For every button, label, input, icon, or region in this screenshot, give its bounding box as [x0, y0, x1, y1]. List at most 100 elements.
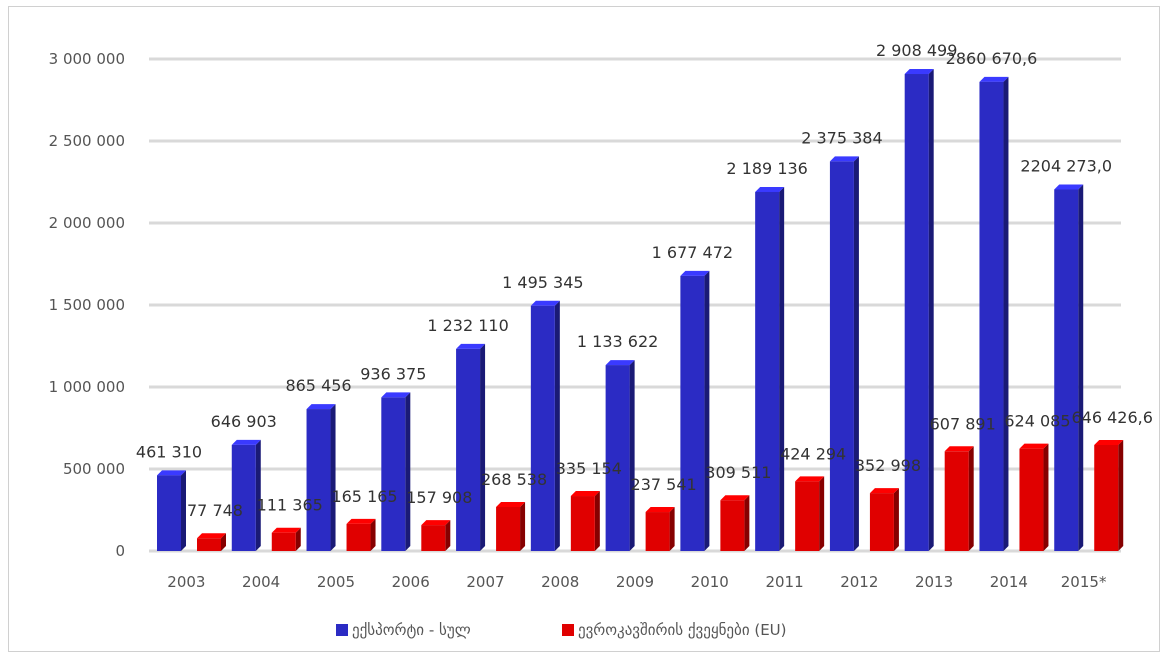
data-label: 624 085 — [1004, 412, 1070, 431]
x-tick-label: 2010 — [691, 573, 729, 591]
bar-side — [554, 300, 560, 551]
bar-total-export — [829, 161, 854, 552]
bar-total-export — [605, 365, 630, 551]
bar-side — [779, 186, 785, 551]
data-label: 646 903 — [211, 412, 277, 431]
y-tick-label: 0 — [115, 542, 125, 560]
data-label: 309 511 — [705, 463, 771, 482]
data-label: 865 456 — [285, 376, 351, 395]
data-label: 335 154 — [556, 459, 622, 478]
data-label: 424 294 — [780, 444, 846, 463]
bar-total-export — [979, 81, 1004, 551]
data-label: 237 541 — [631, 475, 697, 494]
x-tick-label: 2015* — [1061, 573, 1107, 591]
bar-top — [456, 343, 486, 349]
bar-side — [405, 392, 411, 551]
data-label: 352 998 — [855, 456, 921, 475]
bar-eu-export — [496, 506, 521, 551]
x-tick-label: 2012 — [840, 573, 878, 591]
bar-side — [520, 501, 526, 551]
bar-top — [271, 527, 301, 533]
bar-total-export — [456, 348, 481, 551]
legend: ექსპორტი - სულ ევროკავშირის ქვეყნები (EU) — [336, 621, 787, 639]
bar-total-export — [755, 191, 780, 551]
bar-eu-export — [1094, 444, 1119, 551]
bar-total-export — [1054, 189, 1079, 552]
data-label: 646 426,6 — [1072, 408, 1153, 427]
data-label: 607 891 — [930, 414, 996, 433]
bar-top — [904, 69, 934, 75]
bar-top — [421, 520, 451, 526]
x-axis-ticks: 2003 2004 2005 2006 2007 2008 2009 2010 2011 2012… — [167, 573, 1107, 591]
bar-side — [629, 360, 635, 551]
bar-top — [979, 76, 1009, 82]
data-label: 2 375 384 — [801, 128, 882, 147]
x-tick-label: 2011 — [765, 573, 803, 591]
y-tick-label: 1 000 000 — [49, 378, 125, 396]
bar-top — [346, 518, 376, 524]
data-label: 1 495 345 — [502, 273, 583, 292]
data-label: 2 189 136 — [726, 159, 807, 178]
bar-top — [157, 470, 186, 476]
bar-eu-export — [197, 538, 221, 551]
bar-side — [853, 156, 859, 552]
bar-eu-export — [795, 481, 820, 551]
bar-eu-export — [346, 523, 371, 551]
x-tick-label: 2009 — [616, 573, 654, 591]
x-tick-label: 2007 — [466, 573, 504, 591]
bar-side — [1078, 184, 1084, 552]
bar-side — [1118, 439, 1124, 551]
bar-side — [669, 507, 675, 551]
data-label: 77 748 — [187, 501, 243, 520]
legend-label: ევროკავშირის ქვეყნები (EU) — [578, 621, 787, 639]
bar-side — [295, 527, 301, 551]
bars — [157, 69, 1124, 552]
data-label: 2204 273,0 — [1020, 156, 1112, 175]
bar-top — [795, 476, 825, 482]
bar-side — [330, 404, 336, 551]
bar-eu-export — [720, 500, 745, 551]
bar-side — [893, 488, 899, 551]
y-tick-label: 2 500 000 — [49, 132, 125, 150]
bar-side — [1043, 443, 1049, 551]
legend-swatch — [562, 624, 574, 636]
bar-top — [496, 501, 526, 507]
bar-eu-export — [645, 512, 670, 551]
bar-total-export — [680, 275, 705, 551]
data-label: 461 310 — [136, 442, 202, 461]
x-tick-label: 2006 — [392, 573, 430, 591]
bar-eu-export — [869, 493, 894, 551]
y-axis-ticks: 0 500 000 1 000 000 1 500 000 2 000 000 2 500… — [49, 50, 125, 560]
bar-side — [819, 476, 825, 551]
bar-side — [370, 518, 376, 551]
data-label: 2860 670,6 — [946, 49, 1038, 68]
bar-top — [530, 300, 560, 306]
data-label: 1 677 472 — [652, 243, 733, 262]
bar-side — [255, 439, 261, 551]
bar-top — [231, 439, 261, 445]
bar-side — [1003, 76, 1009, 551]
bar-side — [221, 533, 226, 551]
data-label: 1 133 622 — [577, 332, 658, 351]
bar-side — [181, 470, 186, 551]
x-tick-label: 2004 — [242, 573, 280, 591]
bar-side — [928, 69, 934, 551]
x-tick-label: 2003 — [167, 573, 205, 591]
bar-top — [1094, 439, 1124, 445]
bar-total-export — [157, 475, 181, 551]
x-tick-label: 2005 — [317, 573, 355, 591]
bar-eu-export — [944, 451, 969, 551]
x-tick-label: 2008 — [541, 573, 579, 591]
bar-total-export — [306, 409, 331, 551]
bar-top — [944, 446, 974, 452]
legend-label: ექსპორტი - სულ — [352, 621, 471, 639]
x-tick-label: 2014 — [990, 573, 1028, 591]
bar-top — [1054, 184, 1084, 190]
data-label: 157 908 — [406, 488, 472, 507]
bar-side — [480, 343, 486, 551]
bar-side — [445, 520, 451, 551]
bar-total-export — [904, 74, 929, 551]
bar-top — [755, 186, 785, 192]
bar-top — [829, 156, 859, 162]
bar-top — [1019, 443, 1049, 449]
